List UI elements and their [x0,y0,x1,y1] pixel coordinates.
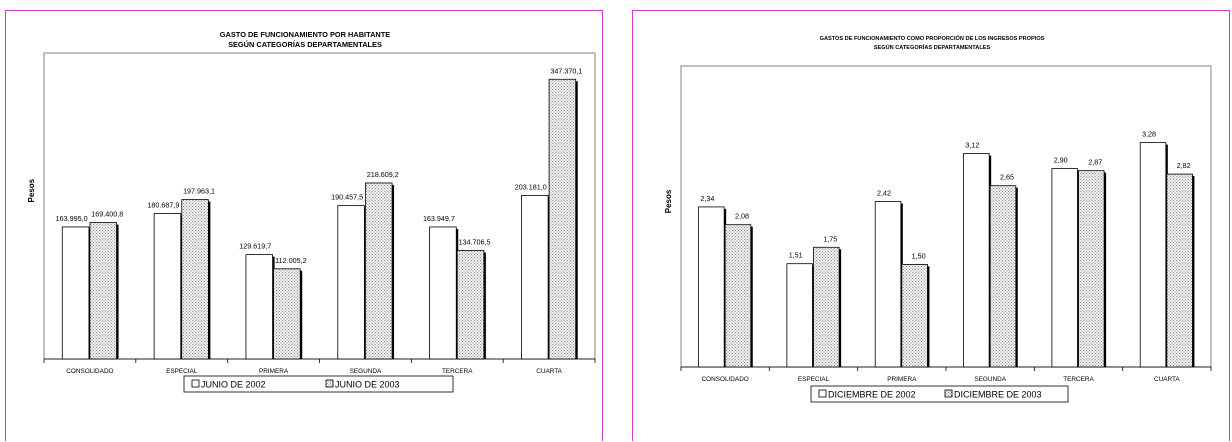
bar-value-label: 218.609,2 [367,170,399,179]
bar-series-2 [901,263,928,368]
x-tick-label: TERCERA [442,368,473,375]
legend-swatch-series-1 [191,379,200,388]
bar-series-2 [89,222,117,360]
bar-series-2 [989,185,1017,368]
bar-series-1 [337,205,365,360]
y-axis-label: Pesos [27,178,36,202]
bar-value-label: 2,90 [1054,156,1068,165]
legend-swatch-series-2 [325,379,334,388]
bar-value-label: 3,28 [1142,130,1156,139]
bar-value-label: 2,42 [877,188,891,197]
bar-series-2 [1078,170,1105,368]
plot-area [43,52,596,360]
legend-label: DICIEMBRE DE 2003 [954,390,1042,400]
plot-area [680,65,1212,368]
x-tick-label: ESPECIAL [166,368,198,375]
x-tick-label: TERCERA [1063,376,1094,383]
bar-series-1 [61,226,90,360]
bar-series-2 [724,224,752,368]
bar-series-2 [181,199,209,360]
bar-series-2 [365,182,393,360]
y-axis-label: Pesos [664,189,673,213]
bar-chart-gasto-por-habitante: GASTO DE FUNCIONAMIENTO POR HABITANTESEG… [27,30,596,393]
x-tick-label: SEGUNDA [974,376,1006,383]
bar-value-label: 1,75 [823,234,837,243]
chart-title-line: SEGÚN CATEGORÍAS DEPARTAMENTALES [228,40,382,49]
bar-series-2 [813,246,840,368]
bar-series-1 [521,194,549,360]
bar-series-2 [1166,173,1193,368]
x-tick-label: PRIMERA [887,376,917,383]
legend-label: JUNIO DE 2003 [335,380,400,390]
chart-title-line: SEGÚN CATEGORÍAS DEPARTAMENTALES [874,43,991,51]
bar-series-1 [786,263,813,368]
chart-title-line: GASTOS DE FUNCIONAMIENTO COMO PROPORCIÓN… [820,34,1045,42]
x-tick-label: CUARTA [536,368,562,375]
legend-box [810,385,1069,403]
bar-series-2 [273,268,301,360]
bar-value-label: 2,34 [700,194,714,203]
bar-value-label: 347.370,1 [550,66,582,75]
bar-value-label: 1,51 [789,251,803,260]
x-tick-label: ESPECIAL [798,376,830,383]
bar-value-label: 163.949,7 [423,214,455,223]
bar-series-2 [456,250,485,360]
bar-series-1 [874,201,902,368]
x-tick-label: CUARTA [1154,376,1180,383]
bar-chart-gasto-proporcion-ingresos: GASTOS DE FUNCIONAMIENTO COMO PROPORCIÓN… [664,34,1212,403]
x-tick-label: PRIMERA [259,368,289,375]
bar-value-label: 163.995,0 [56,214,88,223]
x-tick-label: CONSOLIDADO [66,368,113,375]
bar-value-label: 203.181,0 [515,182,547,191]
bar-value-label: 169.400,8 [91,210,123,219]
bar-series-1 [698,206,725,368]
legend-label: DICIEMBRE DE 2002 [828,390,916,400]
bar-value-label: 2,65 [1000,173,1014,182]
bar-series-2 [548,78,577,360]
chart-title-line: GASTO DE FUNCIONAMIENTO POR HABITANTE [220,30,390,39]
bar-series-1 [1139,142,1167,368]
bar-value-label: 2,87 [1088,158,1102,167]
x-tick-label: CONSOLIDADO [702,376,749,383]
bar-value-label: 180.687,9 [147,200,179,209]
bar-series-1 [1051,168,1078,368]
chart-panel-gasto-proporcion-ingresos: GASTOS DE FUNCIONAMIENTO COMO PROPORCIÓN… [632,10,1230,441]
x-tick-label: SEGUNDA [350,368,382,375]
chart-panel-gasto-por-habitante: GASTO DE FUNCIONAMIENTO POR HABITANTE SEG… [5,10,603,441]
legend-swatch-series-2 [944,389,953,398]
bar-series-1 [963,153,990,368]
legend-box [183,375,454,393]
bar-value-label: 3,12 [965,141,979,150]
bar-value-label: 197.963,1 [183,187,215,196]
bar-value-label: 134.706,5 [459,238,491,247]
bar-value-label: 1,50 [912,251,926,260]
bar-series-1 [153,213,182,360]
bar-value-label: 2,82 [1177,161,1191,170]
legend-swatch-series-1 [818,389,827,398]
bar-value-label: 129.619,7 [239,242,271,251]
bar-series-1 [429,226,457,360]
legend-label: JUNIO DE 2002 [201,380,266,390]
bar-value-label: 112.005,2 [275,256,306,265]
bar-series-1 [245,254,273,360]
bar-value-label: 2,08 [735,212,749,221]
bar-value-label: 190.457,5 [331,193,363,202]
